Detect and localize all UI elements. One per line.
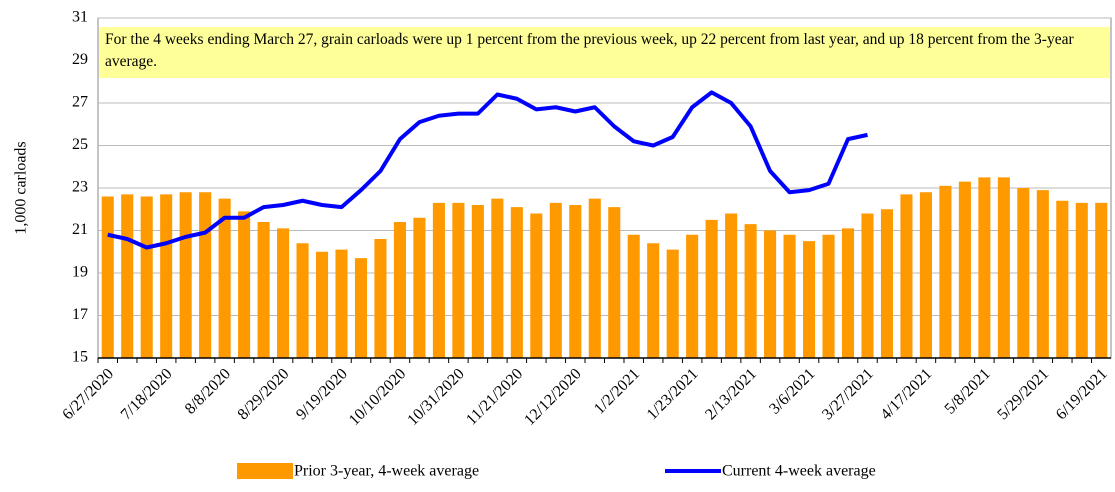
bar [238,211,251,358]
annotation: For the 4 weeks ending March 27, grain c… [105,31,1074,70]
bar [160,194,173,358]
bar [978,177,991,358]
x-tick-label: 1/2/2021 [591,365,643,417]
bar [315,251,329,358]
bar [510,207,523,358]
x-tick-label: 3/6/2021 [766,365,818,417]
bar [647,243,660,358]
bar [880,209,894,358]
bar [1017,188,1030,358]
x-tick-label: 12/12/2020 [521,365,585,429]
x-tick-label: 10/31/2020 [404,365,468,429]
bar [452,202,465,358]
x-tick-label: 7/18/2020 [118,365,176,423]
bar [530,213,543,358]
x-tick-label: 6/27/2020 [59,365,117,423]
bar [374,239,387,358]
bar [199,192,212,358]
bar [121,194,134,358]
bar [179,192,192,358]
bar [803,241,816,358]
legend-label: Prior 3-year, 4-week average [294,463,479,480]
x-tick-label: 6/19/2021 [1053,365,1111,423]
bar [588,198,601,358]
bar [140,196,153,358]
annotation-box [99,27,1110,78]
x-tick-label: 5/29/2021 [994,365,1052,423]
bar [413,217,426,358]
bar [764,230,777,358]
x-tick-label: 2/13/2021 [702,365,760,423]
line [107,90,868,250]
bar [1056,200,1069,358]
bar [1036,190,1049,358]
y-tick-label: 23 [72,179,88,196]
bar [705,219,718,358]
bar [1075,202,1088,358]
y-tick-label: 15 [72,349,88,366]
bar [393,222,406,358]
bar [861,213,874,358]
x-tick-label: 4/17/2021 [877,365,935,423]
annotation-text: For the 4 weeks ending March 27, grain c… [105,31,1074,70]
bar [549,202,562,358]
y-tick-label: 17 [72,306,88,323]
bar [569,205,582,358]
y-tick-label: 21 [72,221,88,238]
bar [277,228,290,358]
y-tick-label: 25 [72,136,88,153]
bar [627,234,640,358]
y-tick-label: 29 [72,51,88,68]
bar [1095,202,1108,358]
bar [101,196,114,358]
x-tick-label: 1/23/2021 [644,365,702,423]
bar [335,249,348,358]
bar [822,234,835,358]
bar [900,194,913,358]
x-tick-label: 3/27/2021 [819,365,877,423]
bar [686,234,699,358]
bar [997,177,1010,358]
y-tick-label: 19 [72,264,88,281]
bar [958,181,971,358]
bar [841,228,855,358]
legend-swatch [237,463,293,479]
bar [744,224,757,358]
bar [432,202,445,358]
bar [919,192,932,358]
x-tick-label: 8/29/2020 [235,365,293,423]
bar [939,185,952,358]
bar [257,222,270,358]
bar [471,205,484,358]
bar [296,243,309,358]
x-tick-label: 9/19/2020 [293,365,351,423]
bar [491,198,504,358]
bar [354,258,368,358]
bar [666,249,679,358]
y-tick-label: 27 [72,94,88,111]
x-tick-label: 5/8/2021 [942,365,994,417]
x-tick-label: 8/8/2020 [182,365,234,417]
x-tick-label: 10/10/2020 [346,365,410,429]
x-tick-label: 11/21/2020 [463,365,526,428]
bar [725,213,738,358]
bar [608,207,621,358]
y-tick-label: 31 [72,9,88,26]
legend-label: Current 4-week average [722,463,876,480]
y-axis-label: 1,000 carloads [13,141,30,234]
bar [783,234,796,358]
bar [218,198,231,358]
